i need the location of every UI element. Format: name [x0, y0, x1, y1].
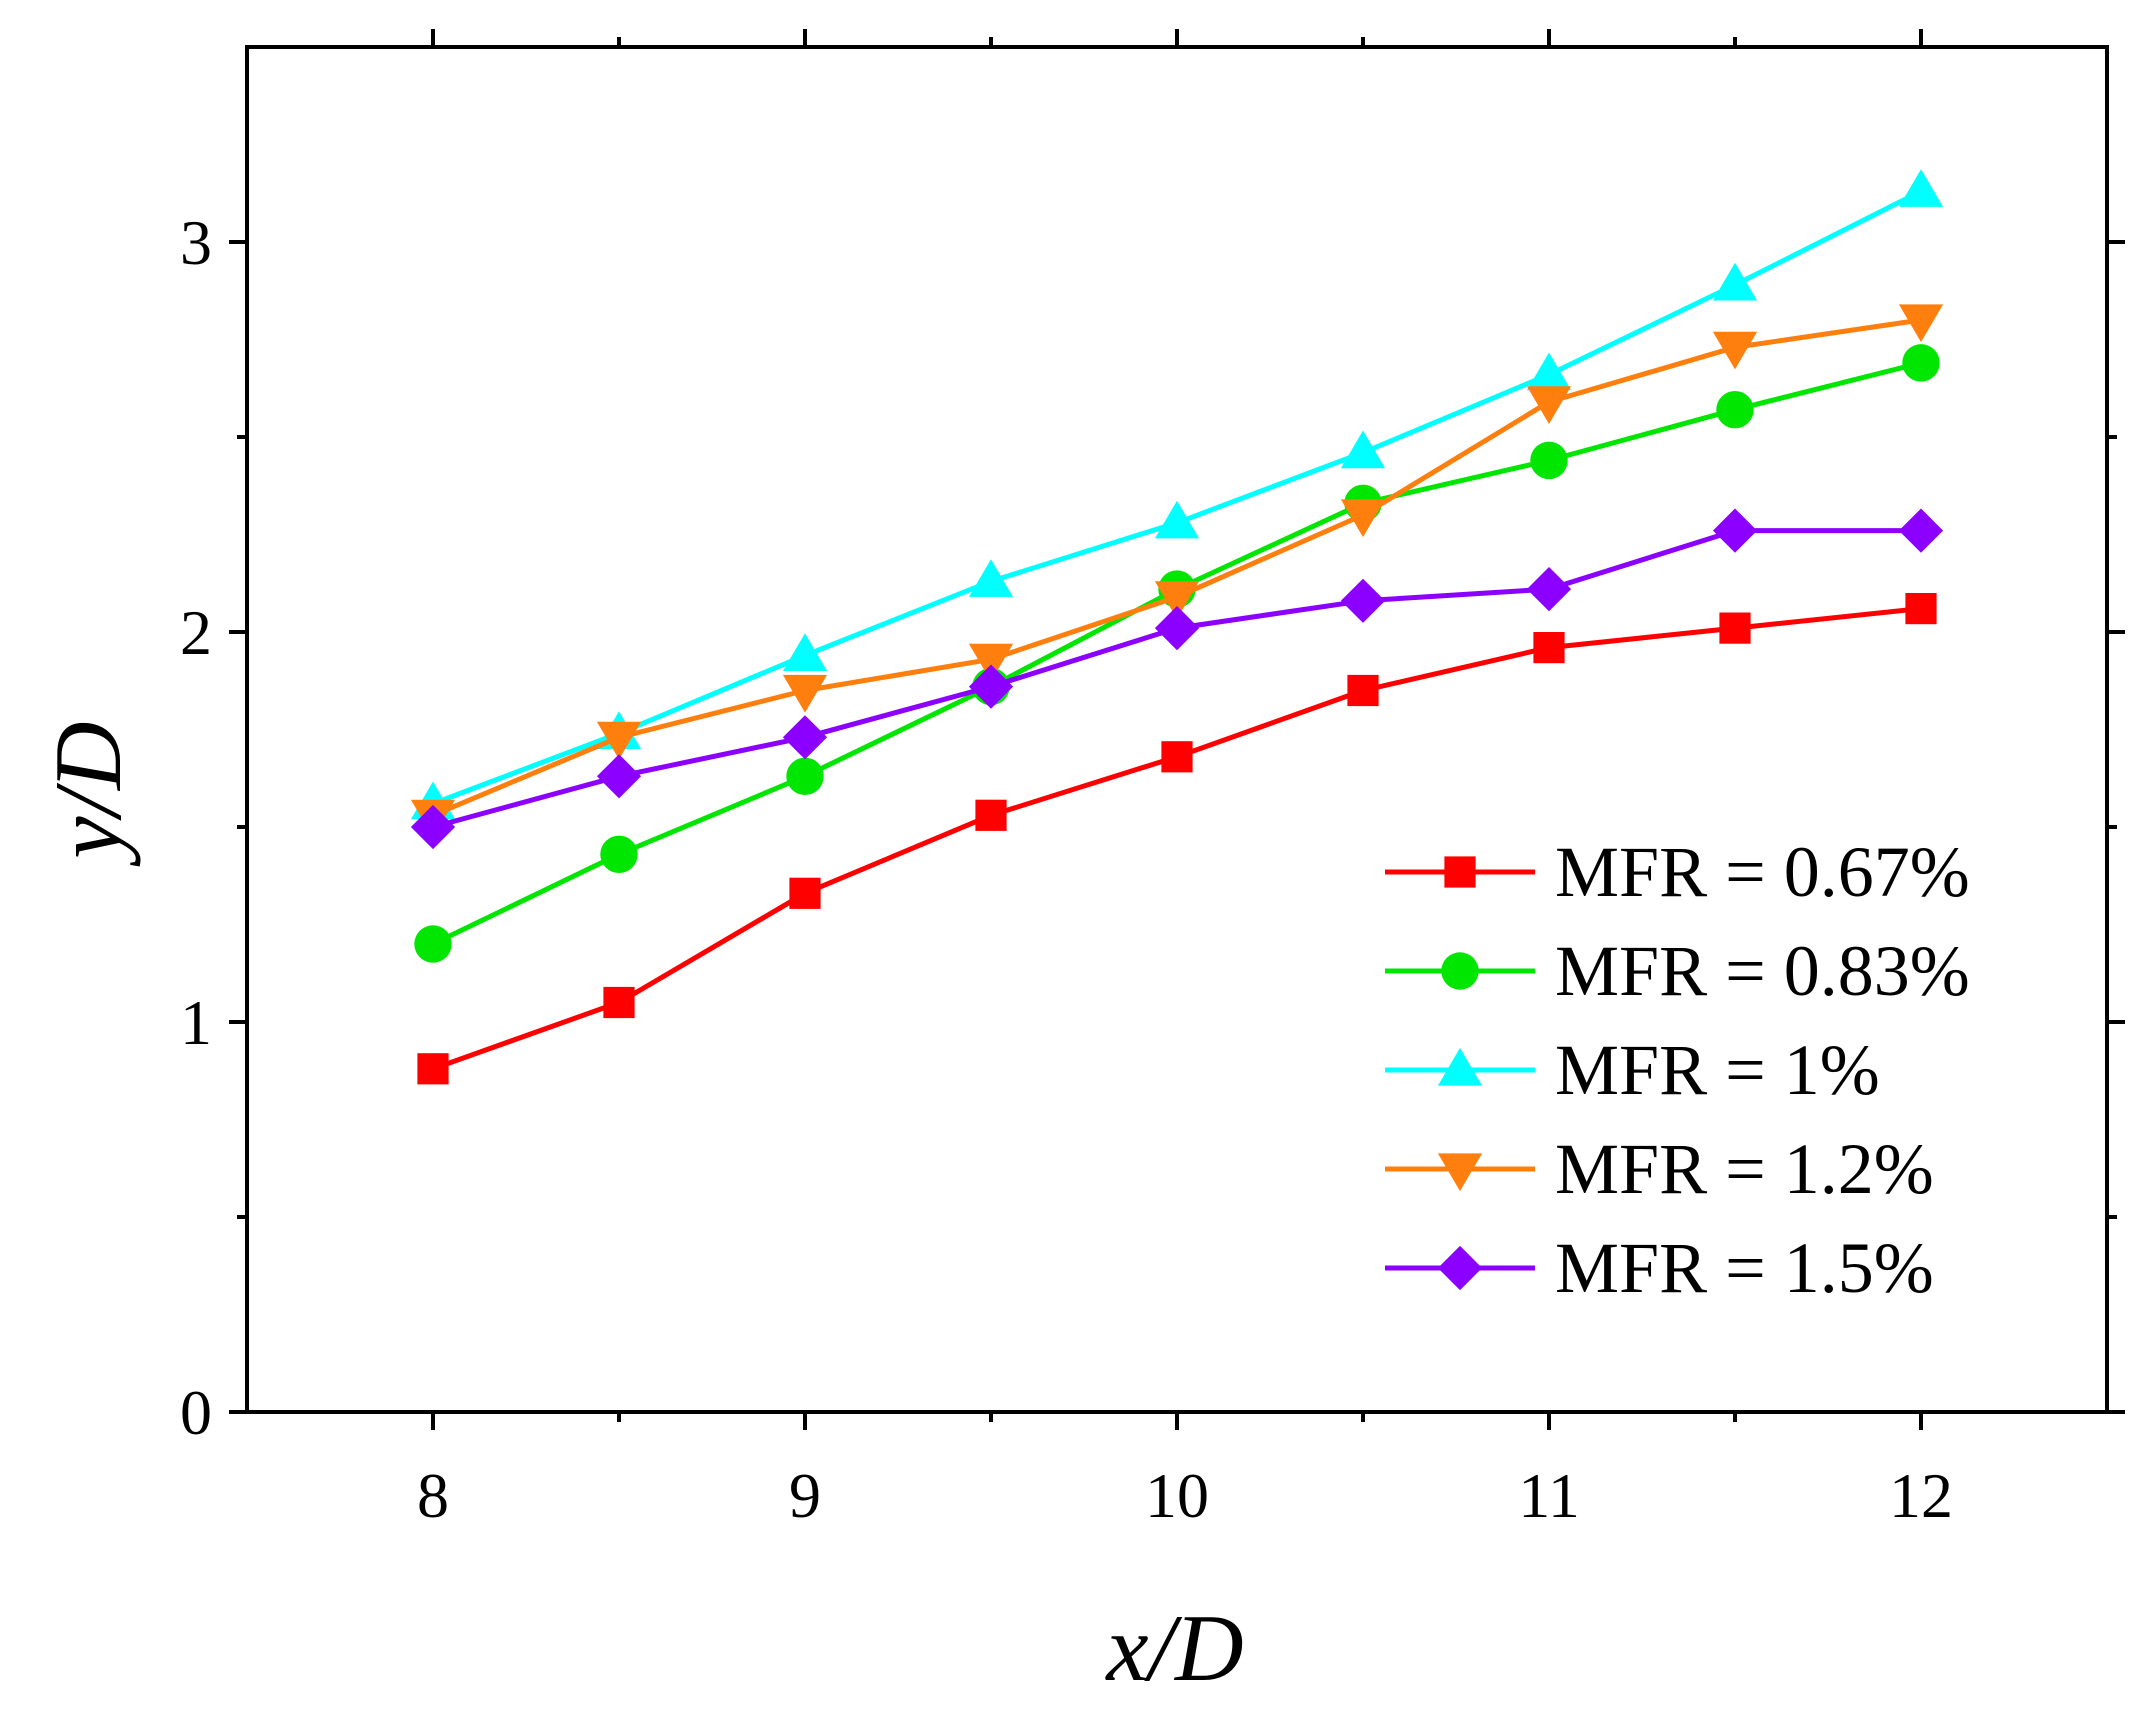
data-point [1898, 304, 1944, 343]
legend-label: MFR = 1.5% [1555, 1228, 1934, 1308]
data-point [1533, 632, 1565, 664]
data-point [1340, 430, 1386, 469]
data-point [410, 804, 456, 850]
data-point [1526, 352, 1572, 391]
data-point [1154, 500, 1200, 539]
data-point [600, 835, 638, 874]
data-point [1161, 741, 1193, 773]
data-point [968, 559, 1014, 597]
data-point [1530, 441, 1568, 480]
data-point [1347, 674, 1379, 707]
data-point [789, 877, 821, 909]
x-axis-title: x/D [1104, 1595, 1243, 1701]
legend-item: MFR = 0.83% [1385, 931, 1970, 1011]
data-point [786, 757, 824, 796]
series-5 [410, 508, 1944, 850]
data-point [596, 754, 642, 799]
legend-marker [1437, 1245, 1483, 1291]
x-tick-label: 8 [417, 1460, 449, 1531]
data-point [417, 1053, 449, 1085]
data-point [1154, 581, 1200, 619]
x-tick-label: 11 [1518, 1460, 1580, 1531]
legend-item: MFR = 0.67% [1385, 832, 1970, 912]
series-4 [410, 304, 1944, 838]
data-point [1712, 331, 1758, 370]
series-layer [410, 169, 1944, 1085]
data-point [1719, 612, 1751, 644]
data-point [782, 674, 828, 713]
y-tick-label: 0 [180, 1377, 212, 1448]
x-tick-label: 12 [1889, 1460, 1953, 1531]
legend-marker [1437, 1047, 1483, 1086]
x-tick-label: 10 [1145, 1460, 1209, 1531]
data-point [968, 664, 1014, 709]
data-point [1526, 567, 1572, 612]
data-point [603, 986, 635, 1019]
legend-marker [1444, 856, 1476, 888]
data-point [968, 643, 1014, 682]
x-tick-label: 9 [789, 1460, 821, 1531]
data-point [1526, 386, 1572, 424]
data-point [596, 721, 642, 760]
series-line [432, 189, 1923, 806]
data-point [1712, 508, 1758, 553]
legend-label: MFR = 0.83% [1555, 931, 1970, 1011]
legend-item: MFR = 1.2% [1385, 1129, 1934, 1209]
data-point [1154, 606, 1200, 651]
series-3 [410, 169, 1944, 820]
data-point [414, 925, 452, 963]
legend-marker [1437, 1153, 1483, 1192]
data-point [782, 715, 828, 760]
legend-item: MFR = 1.5% [1385, 1228, 1934, 1308]
data-point [1905, 593, 1937, 625]
y-axis-title: y/D [35, 721, 141, 866]
data-point [1340, 499, 1386, 538]
data-point [975, 799, 1007, 831]
legend-marker [1441, 952, 1479, 990]
data-point [1902, 344, 1940, 382]
legend-label: MFR = 0.67% [1555, 832, 1970, 912]
data-point [1716, 390, 1754, 429]
y-tick-label: 3 [180, 207, 212, 278]
data-point [1340, 578, 1386, 623]
legend-label: MFR = 1% [1555, 1030, 1880, 1110]
y-tick-label: 2 [180, 597, 212, 668]
data-point [1898, 508, 1944, 553]
legend: MFR = 0.67% MFR = 0.83% MFR = 1% MFR = 1.2%… [1385, 832, 1970, 1308]
y-tick-label: 1 [180, 987, 212, 1058]
series-line [432, 317, 1922, 818]
legend-label: MFR = 1.2% [1555, 1129, 1934, 1209]
legend-item: MFR = 1% [1385, 1030, 1880, 1110]
series-1 [417, 593, 1937, 1085]
data-point [1712, 262, 1758, 301]
data-point [782, 633, 828, 671]
data-point [1898, 169, 1944, 207]
